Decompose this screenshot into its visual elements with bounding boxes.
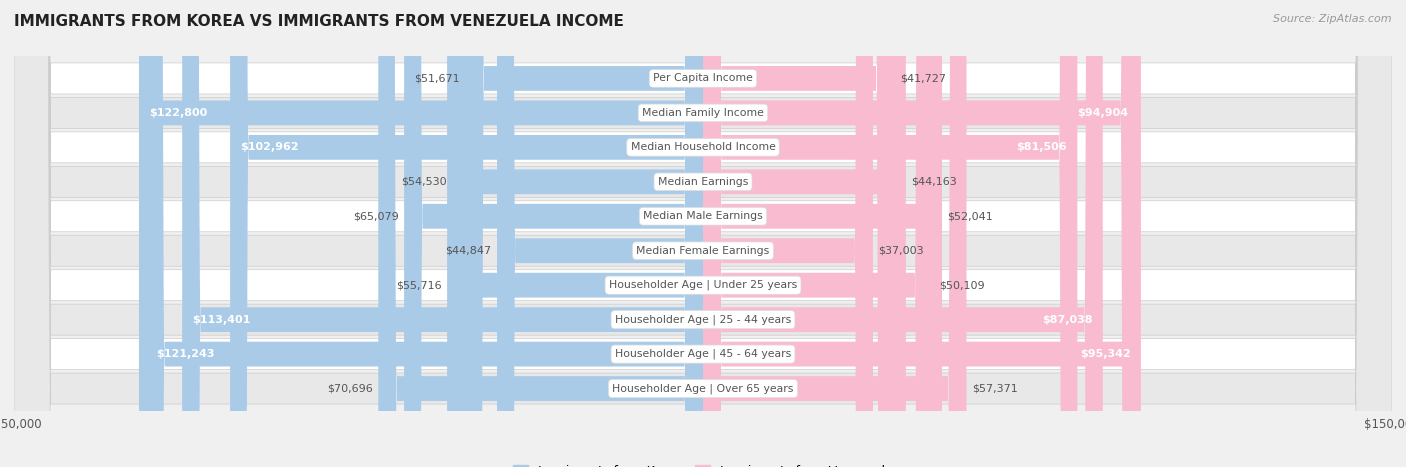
FancyBboxPatch shape [14,0,1392,467]
FancyBboxPatch shape [703,0,1140,467]
FancyBboxPatch shape [703,0,942,467]
FancyBboxPatch shape [14,0,1392,467]
Text: $113,401: $113,401 [193,315,250,325]
Legend: Immigrants from Korea, Immigrants from Venezuela: Immigrants from Korea, Immigrants from V… [508,460,898,467]
FancyBboxPatch shape [14,0,1392,467]
Text: Median Male Earnings: Median Male Earnings [643,211,763,221]
FancyBboxPatch shape [14,0,1392,467]
FancyBboxPatch shape [404,0,703,467]
FancyBboxPatch shape [14,0,1392,467]
Text: Householder Age | 45 - 64 years: Householder Age | 45 - 64 years [614,349,792,359]
Text: Householder Age | Under 25 years: Householder Age | Under 25 years [609,280,797,290]
FancyBboxPatch shape [465,0,703,467]
Text: $122,800: $122,800 [149,108,208,118]
FancyBboxPatch shape [703,0,1102,467]
FancyBboxPatch shape [703,0,966,467]
FancyBboxPatch shape [146,0,703,467]
Text: Median Female Earnings: Median Female Earnings [637,246,769,256]
FancyBboxPatch shape [703,0,905,467]
FancyBboxPatch shape [453,0,703,467]
FancyBboxPatch shape [139,0,703,467]
Text: $41,727: $41,727 [900,73,946,84]
Text: $50,109: $50,109 [939,280,984,290]
Text: Per Capita Income: Per Capita Income [652,73,754,84]
Text: Median Household Income: Median Household Income [630,142,776,152]
FancyBboxPatch shape [447,0,703,467]
Text: $94,904: $94,904 [1077,108,1129,118]
Text: $121,243: $121,243 [156,349,215,359]
FancyBboxPatch shape [378,0,703,467]
FancyBboxPatch shape [703,0,894,467]
Text: $65,079: $65,079 [353,211,398,221]
FancyBboxPatch shape [496,0,703,467]
FancyBboxPatch shape [14,0,1392,467]
FancyBboxPatch shape [14,0,1392,467]
Text: Median Earnings: Median Earnings [658,177,748,187]
Text: $44,163: $44,163 [911,177,957,187]
Text: Householder Age | Over 65 years: Householder Age | Over 65 years [612,383,794,394]
Text: $57,371: $57,371 [972,383,1018,394]
Text: $70,696: $70,696 [328,383,373,394]
FancyBboxPatch shape [14,0,1392,467]
FancyBboxPatch shape [703,0,1077,467]
Text: Householder Age | 25 - 44 years: Householder Age | 25 - 44 years [614,314,792,325]
Text: $51,671: $51,671 [415,73,460,84]
Text: Source: ZipAtlas.com: Source: ZipAtlas.com [1274,14,1392,24]
Text: $95,342: $95,342 [1080,349,1130,359]
Text: $55,716: $55,716 [396,280,441,290]
Text: $102,962: $102,962 [240,142,299,152]
FancyBboxPatch shape [703,0,934,467]
Text: $87,038: $87,038 [1042,315,1092,325]
FancyBboxPatch shape [703,0,873,467]
Text: $44,847: $44,847 [446,246,492,256]
Text: Median Family Income: Median Family Income [643,108,763,118]
FancyBboxPatch shape [14,0,1392,467]
Text: $81,506: $81,506 [1017,142,1067,152]
Text: IMMIGRANTS FROM KOREA VS IMMIGRANTS FROM VENEZUELA INCOME: IMMIGRANTS FROM KOREA VS IMMIGRANTS FROM… [14,14,624,29]
FancyBboxPatch shape [231,0,703,467]
Text: $54,530: $54,530 [401,177,447,187]
Text: $52,041: $52,041 [948,211,993,221]
FancyBboxPatch shape [183,0,703,467]
FancyBboxPatch shape [703,0,1139,467]
Text: $37,003: $37,003 [879,246,924,256]
FancyBboxPatch shape [14,0,1392,467]
